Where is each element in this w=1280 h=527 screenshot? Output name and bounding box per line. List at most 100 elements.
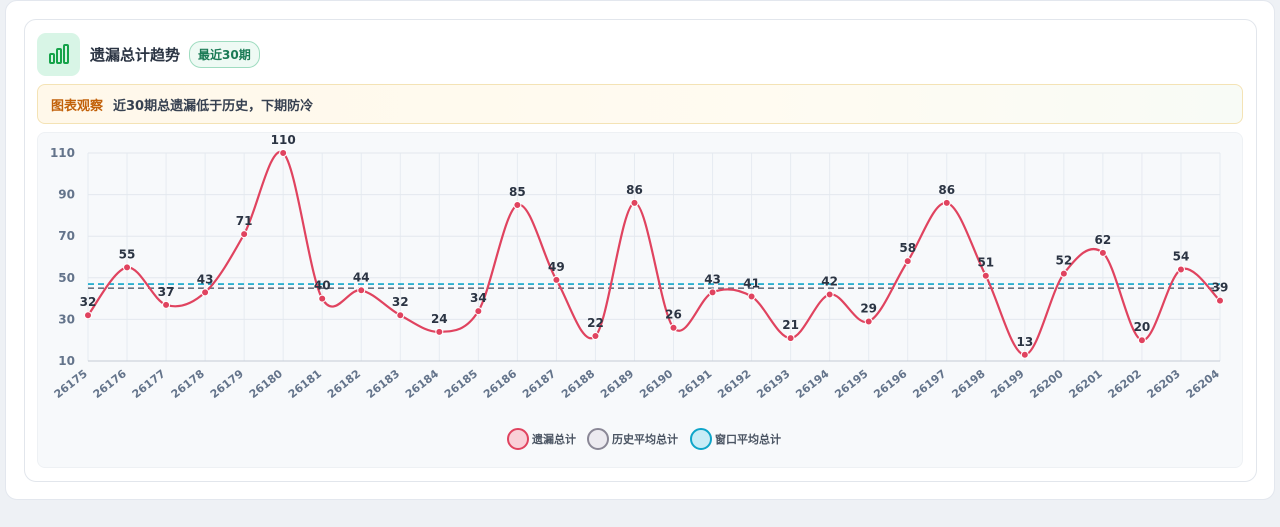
data-point[interactable] [669, 323, 678, 332]
data-point[interactable] [942, 198, 951, 207]
data-point[interactable] [747, 292, 756, 301]
data-label: 44 [353, 270, 370, 284]
data-label: 86 [626, 183, 643, 197]
data-point[interactable] [318, 294, 327, 303]
y-tick-label: 10 [58, 354, 75, 368]
y-tick-label: 50 [58, 271, 75, 285]
x-tick-label: 26198 [949, 367, 987, 401]
x-tick-label: 26195 [832, 367, 870, 401]
chart-area: 10 30 50 70 90 110 26175 26176 26177 26178 26179 26… [37, 132, 1243, 468]
x-tick-label: 26191 [676, 367, 714, 401]
data-point[interactable] [396, 311, 405, 320]
legend-label[interactable]: 窗口平均总计 [715, 432, 781, 446]
data-point[interactable] [981, 271, 990, 280]
x-tick-label: 26187 [520, 367, 558, 401]
data-label: 24 [431, 312, 448, 326]
legend-swatch[interactable] [690, 428, 712, 450]
bar-chart-icon-svg [48, 44, 69, 64]
x-tick-label: 26184 [403, 367, 441, 401]
data-label: 32 [80, 295, 97, 309]
x-tick-label: 26186 [481, 367, 519, 401]
data-label: 34 [470, 291, 487, 305]
x-tick-label: 26202 [1106, 367, 1144, 401]
card-title: 遗漏总计趋势 [90, 45, 181, 64]
card-header: 遗漏总计趋势 最近30期 [37, 32, 260, 76]
data-label: 58 [899, 241, 916, 255]
data-point[interactable] [435, 327, 444, 336]
legend-label[interactable]: 历史平均总计 [612, 432, 678, 446]
x-tick-label: 26196 [871, 367, 909, 401]
data-point[interactable] [1176, 265, 1185, 274]
y-tick-label: 30 [58, 312, 75, 326]
data-point[interactable] [903, 257, 912, 266]
legend-swatch[interactable] [587, 428, 609, 450]
data-point[interactable] [1059, 269, 1068, 278]
data-label: 21 [782, 318, 799, 332]
data-point[interactable] [84, 311, 92, 320]
data-point[interactable] [591, 332, 600, 341]
data-point[interactable] [357, 286, 366, 295]
data-label: 55 [119, 247, 136, 261]
data-point[interactable] [786, 334, 795, 343]
legend-label[interactable]: 遗漏总计 [531, 432, 576, 446]
x-tick-label: 26194 [793, 367, 831, 401]
data-label: 41 [743, 277, 760, 291]
y-tick-label: 90 [58, 188, 75, 202]
data-point[interactable] [825, 290, 834, 299]
data-point[interactable] [708, 288, 717, 297]
x-tick-label: 26204 [1184, 367, 1222, 401]
data-point[interactable] [1137, 336, 1146, 345]
data-label: 85 [509, 185, 526, 199]
data-point[interactable] [474, 307, 483, 316]
insight-tag: 图表观察 [51, 98, 104, 114]
trend-card: 遗漏总计趋势 最近30期 图表观察 近30期总遗漏低于历史，下期防冷 10 30 5… [24, 19, 1257, 482]
x-tick-label: 26178 [169, 367, 207, 401]
x-tick-label: 26179 [208, 367, 246, 401]
data-point[interactable] [864, 317, 873, 326]
x-tick-label: 26200 [1028, 367, 1066, 401]
x-tick-label: 26181 [286, 367, 324, 401]
data-point[interactable] [1216, 296, 1224, 305]
data-point[interactable] [630, 198, 639, 207]
data-label: 13 [1016, 335, 1033, 349]
data-label: 39 [1212, 281, 1229, 295]
insight-text: 近30期总遗漏低于历史，下期防冷 [113, 98, 314, 114]
data-point[interactable] [1020, 350, 1029, 359]
data-label: 20 [1134, 320, 1151, 334]
y-tick-label: 110 [50, 146, 75, 160]
y-tick-label: 70 [58, 229, 75, 243]
data-point[interactable] [201, 288, 210, 297]
x-tick-label: 26176 [91, 367, 129, 401]
x-tick-label: 26189 [598, 367, 636, 401]
outer-panel: 遗漏总计趋势 最近30期 图表观察 近30期总遗漏低于历史，下期防冷 10 30 5… [5, 0, 1275, 500]
x-tick-label: 26197 [910, 367, 948, 401]
data-point[interactable] [1098, 248, 1107, 257]
data-point[interactable] [123, 263, 132, 272]
x-tick-label: 26180 [247, 367, 285, 401]
data-label: 71 [236, 214, 253, 228]
data-label: 26 [665, 308, 682, 322]
x-tick-label: 26190 [637, 367, 675, 401]
data-label: 86 [938, 183, 955, 197]
x-tick-label: 26192 [715, 367, 753, 401]
data-label: 54 [1173, 249, 1190, 263]
x-tick-label: 26199 [989, 367, 1027, 401]
data-label: 43 [197, 272, 214, 286]
data-label: 110 [271, 133, 296, 147]
bar-chart-icon [37, 32, 80, 76]
data-point[interactable] [279, 149, 288, 157]
x-tick-label: 26203 [1145, 367, 1183, 401]
data-point[interactable] [513, 201, 522, 209]
series-line [87, 150, 1221, 356]
data-point[interactable] [240, 230, 249, 239]
data-label: 62 [1095, 233, 1112, 247]
data-label: 42 [821, 274, 838, 288]
data-label: 40 [314, 279, 331, 293]
legend-swatch[interactable] [507, 428, 529, 450]
data-label: 32 [392, 295, 409, 309]
data-point[interactable] [162, 300, 171, 309]
x-tick-label: 26183 [364, 367, 402, 401]
data-point[interactable] [552, 275, 561, 284]
x-tick-label: 26193 [754, 367, 792, 401]
